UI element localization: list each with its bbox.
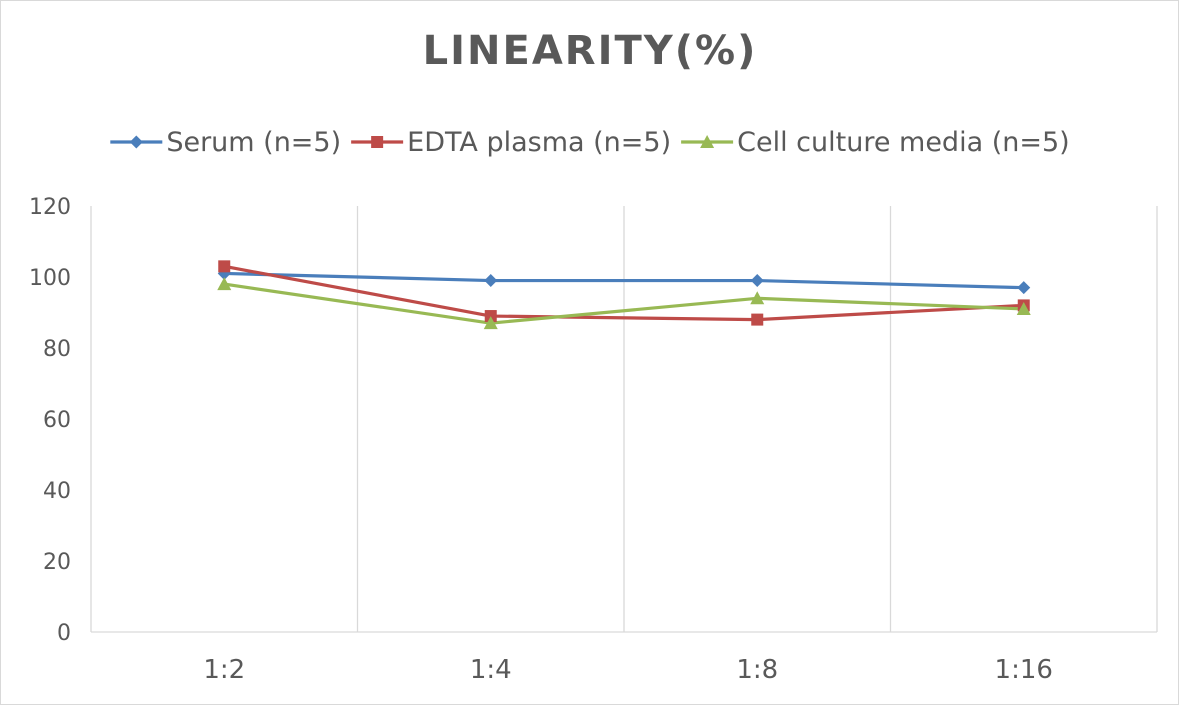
data-point-series-3 <box>1016 301 1031 315</box>
y-tick-label: 40 <box>43 479 71 504</box>
series-line-3 <box>224 282 1024 325</box>
legend-label: EDTA plasma (n=5) <box>407 127 671 158</box>
y-tick-label: 100 <box>29 266 71 291</box>
legend-item: Serum (n=5) <box>110 127 341 158</box>
y-tick-label: 120 <box>29 195 71 220</box>
data-point-series-1 <box>750 274 764 288</box>
data-point-series-2 <box>218 260 231 273</box>
x-tick-label: 1:2 <box>203 655 245 685</box>
x-tick-label: 1:16 <box>995 655 1053 685</box>
legend-label: Cell culture media (n=5) <box>737 127 1070 158</box>
data-point-series-1 <box>484 274 498 288</box>
legend-label: Serum (n=5) <box>166 127 341 158</box>
data-point-series-3 <box>217 277 232 291</box>
data-point-series-1 <box>1017 281 1031 295</box>
y-axis-ticks: 0 20 40 60 80 100 120 <box>29 195 71 646</box>
data-point-series-2 <box>484 310 497 323</box>
x-tick-label: 1:4 <box>470 655 512 685</box>
axes <box>90 206 1157 633</box>
y-tick-label: 0 <box>57 621 71 646</box>
y-tick-label: 20 <box>43 550 71 575</box>
legend: Serum (n=5) EDTA plasma (n=5) Cell culture… <box>110 127 1070 158</box>
series-line-2 <box>223 264 1024 322</box>
data-point-series-3 <box>483 316 498 330</box>
x-tick-label: 1:8 <box>736 655 778 685</box>
legend-item: Cell culture media (n=5) <box>681 127 1070 158</box>
data-point-series-3 <box>750 291 765 305</box>
series-line-1 <box>224 271 1024 290</box>
series-markers <box>217 260 1031 330</box>
gridlines <box>356 206 1158 632</box>
x-axis-ticks: 1:2 1:4 1:8 1:16 <box>203 655 1053 685</box>
y-tick-label: 80 <box>43 337 71 362</box>
series-lines <box>223 264 1024 325</box>
y-tick-label: 60 <box>43 408 71 433</box>
data-point-series-2 <box>751 313 764 326</box>
legend-item: EDTA plasma (n=5) <box>351 127 671 158</box>
chart-title: LINEARITY(%) <box>423 28 758 74</box>
